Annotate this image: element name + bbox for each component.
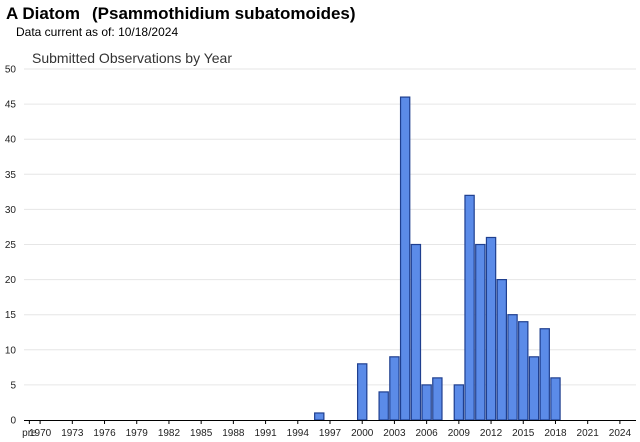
x-tick-label: 2000 xyxy=(351,428,374,439)
gridlines xyxy=(24,68,636,386)
x-tick-label: 1979 xyxy=(126,428,149,439)
bar-2009 xyxy=(453,384,465,421)
y-tick-label: 40 xyxy=(5,135,17,146)
x-tick-label: 1991 xyxy=(254,428,277,439)
x-tick-label: 2009 xyxy=(448,428,471,439)
x-tick-label: 1988 xyxy=(222,428,245,439)
bar-2004 xyxy=(399,96,411,421)
y-tick-label: 15 xyxy=(5,310,17,321)
bar-2005 xyxy=(410,243,422,421)
y-tick-label: 20 xyxy=(5,275,17,286)
bar-2012 xyxy=(485,236,497,421)
bar-2007 xyxy=(432,377,443,421)
x-tick-label: 1970 xyxy=(29,428,52,439)
y-tick-label: 30 xyxy=(5,205,17,216)
y-tick-label: 50 xyxy=(5,65,17,76)
bar-2003 xyxy=(389,356,400,421)
y-tick-label: 10 xyxy=(5,345,17,356)
y-axis-tick-labels: 0 5 10 15 20 25 30 35 40 45 50 xyxy=(5,65,17,427)
y-tick-label: 35 xyxy=(5,170,17,181)
bar-2000 xyxy=(356,363,368,421)
data-current-note: Data current as of: 10/18/2024 xyxy=(16,25,178,39)
x-tick-label: 2006 xyxy=(416,428,439,439)
x-tick-label: 1976 xyxy=(93,428,116,439)
x-tick-label: 1982 xyxy=(158,428,181,439)
y-tick-label: 0 xyxy=(10,416,16,427)
x-tick-label: 1994 xyxy=(287,428,310,439)
bar-1996 xyxy=(314,412,325,421)
common-name: A Diatom xyxy=(6,4,80,23)
x-tick-label: 2021 xyxy=(577,428,600,439)
bar-2006 xyxy=(421,384,432,421)
page-title: A Diatom (Psammothidium subatomoides) xyxy=(6,4,356,24)
bar-2013 xyxy=(496,279,508,421)
data-current-label: Data current as of: xyxy=(16,25,115,39)
bar-2016 xyxy=(528,356,540,421)
y-tick-label: 45 xyxy=(5,100,17,111)
bar-2010 xyxy=(464,194,475,421)
x-tick-label: 2018 xyxy=(544,428,567,439)
x-tick-label: 2003 xyxy=(383,428,406,439)
bars xyxy=(314,96,561,421)
x-tick-label: 1997 xyxy=(319,428,342,439)
bar-2018 xyxy=(550,377,561,421)
bar-2014 xyxy=(507,314,518,421)
bar-2002 xyxy=(378,391,389,421)
bar-2015 xyxy=(518,321,529,421)
x-tick-label: 2012 xyxy=(480,428,503,439)
x-tick-label: 1985 xyxy=(190,428,213,439)
x-tick-label: 2015 xyxy=(512,428,535,439)
bar-2011 xyxy=(475,243,486,421)
x-tick-label: 2024 xyxy=(609,428,632,439)
data-current-date: 10/18/2024 xyxy=(118,25,179,39)
chart-title: Submitted Observations by Year xyxy=(32,50,233,66)
y-tick-label: 5 xyxy=(10,380,16,391)
scientific-name: (Psammothidium subatomoides) xyxy=(92,4,356,23)
bar-2017 xyxy=(539,328,550,421)
y-tick-label: 25 xyxy=(5,240,17,251)
x-tick-label: 1973 xyxy=(61,428,84,439)
x-tick-label: pre xyxy=(22,428,37,439)
